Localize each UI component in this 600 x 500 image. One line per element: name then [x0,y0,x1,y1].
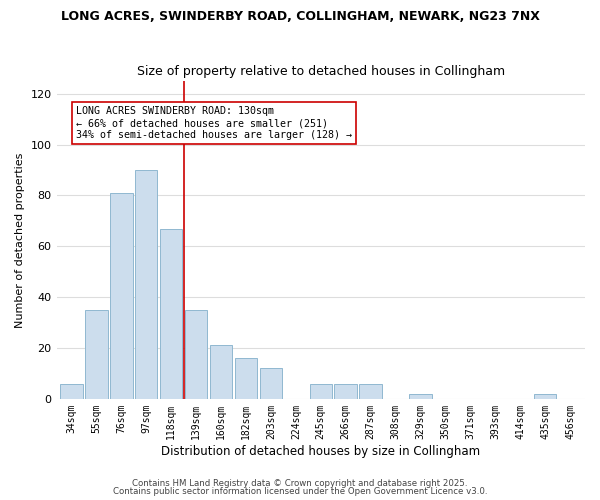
Bar [85,310,107,399]
Y-axis label: Number of detached properties: Number of detached properties [15,152,25,328]
Bar [310,384,332,399]
Bar [260,368,282,399]
Text: Contains public sector information licensed under the Open Government Licence v3: Contains public sector information licen… [113,487,487,496]
Bar [334,384,357,399]
Bar [110,193,133,399]
Text: Contains HM Land Registry data © Crown copyright and database right 2025.: Contains HM Land Registry data © Crown c… [132,478,468,488]
X-axis label: Distribution of detached houses by size in Collingham: Distribution of detached houses by size … [161,444,481,458]
Bar [359,384,382,399]
Bar [135,170,157,399]
Title: Size of property relative to detached houses in Collingham: Size of property relative to detached ho… [137,66,505,78]
Bar [160,228,182,399]
Text: LONG ACRES SWINDERBY ROAD: 130sqm
← 66% of detached houses are smaller (251)
34%: LONG ACRES SWINDERBY ROAD: 130sqm ← 66% … [76,106,352,140]
Text: LONG ACRES, SWINDERBY ROAD, COLLINGHAM, NEWARK, NG23 7NX: LONG ACRES, SWINDERBY ROAD, COLLINGHAM, … [61,10,539,23]
Bar [534,394,556,399]
Bar [409,394,431,399]
Bar [185,310,208,399]
Bar [235,358,257,399]
Bar [210,346,232,399]
Bar [60,384,83,399]
